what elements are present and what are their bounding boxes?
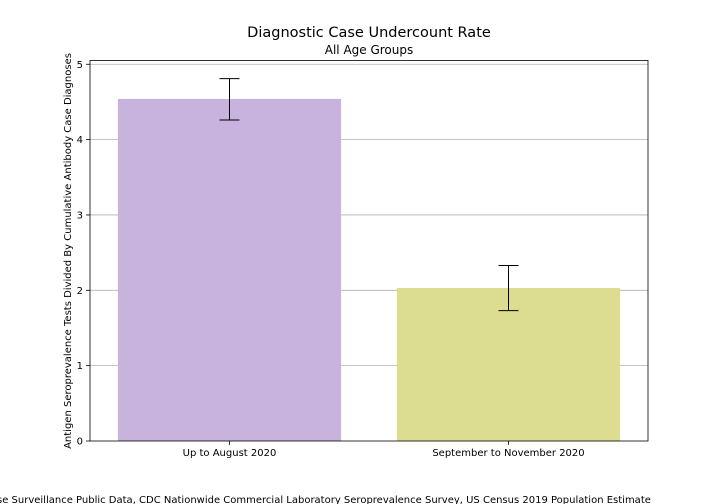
y-tick-label: 0	[77, 437, 83, 448]
x-tick-label: September to November 2020	[432, 448, 584, 459]
y-tick-label: 1	[77, 361, 83, 372]
x-axis: Up to August 2020 September to November 2…	[183, 441, 585, 459]
x-tick-label: Up to August 2020	[183, 448, 277, 459]
chart-title: Diagnostic Case Undercount Rate	[247, 25, 491, 41]
y-tick-label: 5	[77, 60, 83, 71]
bar	[117, 98, 342, 442]
y-axis-label: Antigen Seroprevalence Tests Divided By …	[63, 53, 74, 449]
bar	[396, 288, 621, 441]
y-tick-label: 3	[77, 210, 83, 221]
chart-subtitle: All Age Groups	[325, 43, 414, 57]
bars	[117, 98, 621, 442]
y-tick-label: 4	[77, 135, 83, 146]
error-bar	[498, 264, 519, 312]
y-tick-label: 2	[77, 286, 83, 297]
error-bars	[219, 78, 519, 312]
plot-frame	[89, 60, 649, 442]
error-bar	[219, 78, 240, 121]
source-caption: se Surveillance Public Data, CDC Nationw…	[0, 495, 651, 504]
y-axis: 0 1 2 3 4 5	[77, 60, 90, 448]
